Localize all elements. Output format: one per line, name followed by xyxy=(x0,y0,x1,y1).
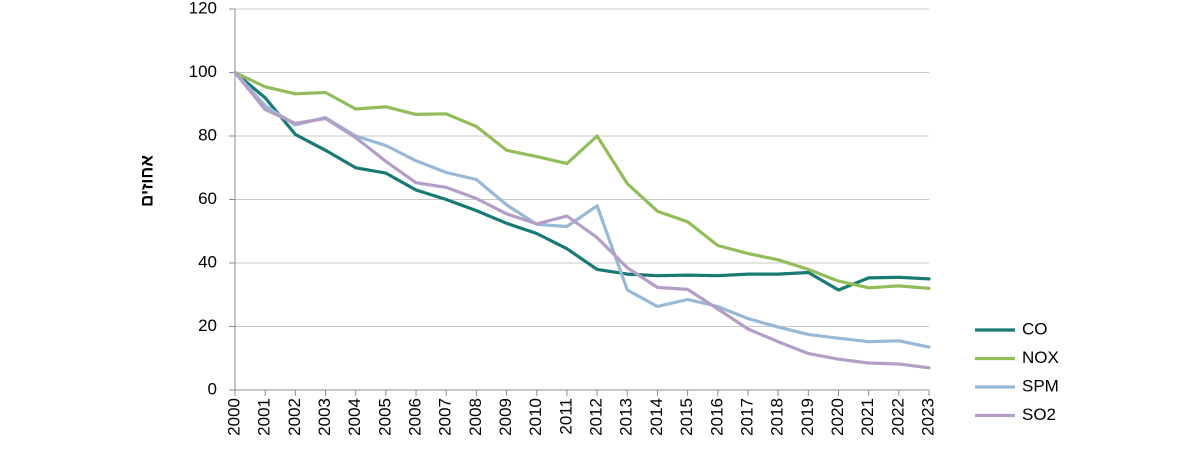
x-tick-label: 2003 xyxy=(315,398,334,436)
x-tick-label: 2000 xyxy=(224,398,243,436)
x-tick-label: 2005 xyxy=(375,398,394,436)
y-tick-label: 0 xyxy=(208,379,217,398)
y-tick-label: 20 xyxy=(198,316,217,335)
x-tick-label: 2009 xyxy=(496,398,515,436)
y-tick-label: 100 xyxy=(189,62,217,81)
x-tick-label: 2001 xyxy=(255,398,274,436)
series-line-so2 xyxy=(233,70,931,370)
series-line-nox xyxy=(233,70,931,290)
legend-item-so2: SO2 xyxy=(975,405,1056,424)
x-tick-label: 2014 xyxy=(647,398,666,436)
x-tick-label: 2006 xyxy=(406,398,425,436)
legend: CO NOX SPM SO2 xyxy=(975,319,1059,424)
series-line-spm xyxy=(233,70,931,349)
x-tick-label: 2008 xyxy=(466,398,485,436)
x-tick-label: 2022 xyxy=(888,398,907,436)
series-lines xyxy=(233,70,931,370)
legend-label: SPM xyxy=(1022,376,1059,395)
gridlines xyxy=(235,8,929,327)
x-tick-label: 2011 xyxy=(556,398,575,435)
y-tick-label: 40 xyxy=(198,252,217,271)
legend-item-nox: NOX xyxy=(975,348,1059,367)
legend-label: CO xyxy=(1022,319,1048,338)
x-tick-label: 2004 xyxy=(345,398,364,436)
y-tick-label: 60 xyxy=(198,189,217,208)
x-tick-label: 2015 xyxy=(677,398,696,436)
y-tick-label: 80 xyxy=(198,125,217,144)
x-axis-ticks: 2000 2001 2002 2003 2004 2005 2006 2007 2008 2009… xyxy=(224,390,937,436)
x-tick-label: 2012 xyxy=(587,398,606,436)
legend-label: NOX xyxy=(1022,348,1059,367)
x-tick-label: 2021 xyxy=(858,398,877,436)
legend-label: SO2 xyxy=(1022,405,1056,424)
series-line-co xyxy=(233,70,931,292)
x-tick-label: 2019 xyxy=(798,398,817,436)
x-tick-label: 2018 xyxy=(768,398,787,436)
x-tick-label: 2020 xyxy=(828,398,847,436)
x-tick-label: 2016 xyxy=(707,398,726,436)
x-tick-label: 2002 xyxy=(285,398,304,436)
y-tick-label: 120 xyxy=(189,0,217,17)
x-tick-label: 2007 xyxy=(436,398,455,436)
y-axis-ticks: 0 20 40 60 80 100 120 xyxy=(189,0,235,398)
x-tick-label: 2010 xyxy=(526,398,545,436)
x-tick-label: 2017 xyxy=(737,398,756,436)
x-tick-label: 2013 xyxy=(617,398,636,436)
legend-item-spm: SPM xyxy=(975,376,1059,395)
legend-item-co: CO xyxy=(975,319,1048,338)
x-tick-label: 2023 xyxy=(918,398,937,436)
y-axis-label: אחוזים xyxy=(137,155,156,207)
